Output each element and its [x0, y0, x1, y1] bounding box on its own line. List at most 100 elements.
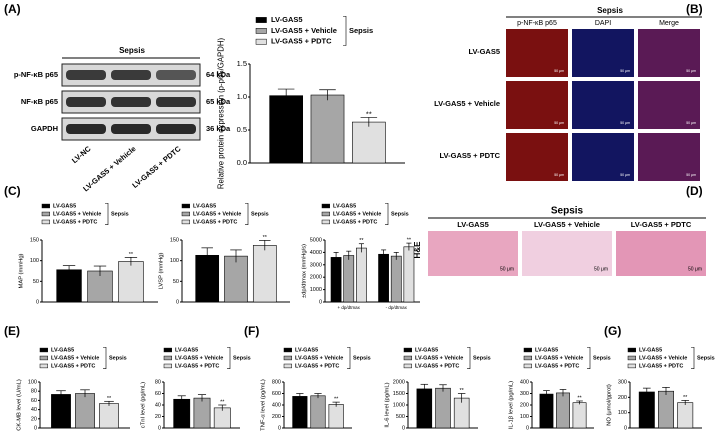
y-tick-label: 0.5	[237, 125, 247, 134]
significance: **	[220, 399, 225, 405]
significance: **	[407, 238, 412, 244]
legend-label: LV-GAS5 + Vehicle	[333, 211, 381, 217]
error-bar	[381, 249, 387, 259]
legend-swatch	[321, 219, 330, 225]
bar	[330, 257, 342, 303]
if-row: LV-GAS5	[468, 47, 500, 56]
y-tick-label: 3000	[310, 262, 322, 268]
bar	[99, 403, 119, 429]
y-tick-label: 0	[526, 425, 529, 431]
legend-label: LV-GAS5 + PDTC	[53, 219, 97, 225]
blot-group: Sepsis	[119, 46, 145, 55]
legend-bracket	[347, 346, 351, 369]
if-image	[572, 29, 634, 77]
y-tick-label: 800	[272, 379, 281, 385]
legend-swatch	[181, 203, 190, 209]
legend-swatch	[39, 347, 48, 353]
scale-label: 50 μm	[554, 69, 564, 73]
scale-label: 50 μm	[554, 173, 564, 177]
legend-swatch	[255, 38, 267, 45]
y-axis-label: IL-6 level (pg/mL)	[385, 382, 391, 427]
legend-bracket	[343, 15, 347, 46]
y-tick-label: 300	[618, 379, 627, 385]
significance: **	[460, 388, 465, 394]
y-tick-label: 100	[618, 410, 627, 416]
legend-label: LV-GAS5	[295, 347, 318, 353]
error-bar	[104, 400, 114, 406]
y-tick-label: 0	[402, 425, 405, 431]
blot-band	[66, 70, 106, 80]
legend-label: LV-GAS5 + Vehicle	[295, 355, 343, 361]
y-tick-label: 1000	[310, 287, 322, 293]
y-tick-label: 150	[30, 237, 39, 243]
legend-label: LV-GAS5 + PDTC	[639, 363, 683, 369]
y-tick-label: 0	[319, 299, 322, 305]
y-tick-label: 2000	[393, 379, 405, 385]
legend-swatch	[41, 203, 50, 209]
if-image	[506, 133, 568, 181]
error-bar	[93, 265, 107, 276]
y-tick-label: 0	[158, 425, 161, 431]
legend-group: Sepsis	[349, 26, 373, 35]
y-axis-label: ±dp/dtmax (mmHg/s)	[302, 244, 308, 298]
legend-label: LV-GAS5	[53, 203, 76, 209]
bar	[403, 246, 415, 303]
legend-swatch	[321, 211, 330, 217]
significance: **	[366, 109, 372, 118]
if-row: LV-GAS5 + Vehicle	[434, 99, 500, 108]
legend-swatch	[39, 363, 48, 369]
y-axis-label: Relative protein expression (p-p65/GAPDH…	[217, 37, 226, 189]
scale-label: 50 μm	[686, 121, 696, 125]
if-image	[506, 29, 568, 77]
significance: **	[683, 395, 688, 401]
y-axis-label: IL-1β level (pg/mL)	[509, 381, 515, 430]
he-column: LV-GAS5	[457, 220, 489, 229]
if-image	[638, 133, 700, 181]
bar	[572, 402, 587, 429]
y-tick-label: 200	[272, 414, 281, 420]
bar	[356, 247, 367, 303]
y-tick-label: 100	[30, 258, 39, 264]
x-tick-label: + dp/dtmax	[338, 305, 361, 310]
bar	[224, 255, 248, 303]
if-image	[572, 133, 634, 181]
blot-row-label: p-NF-κB p65	[14, 70, 58, 79]
legend-swatch	[181, 219, 190, 225]
panel-label: (B)	[686, 2, 703, 16]
legend-group: Sepsis	[391, 211, 409, 217]
legend-swatch	[283, 363, 292, 369]
legend-bracket	[467, 346, 471, 369]
legend-swatch	[627, 347, 636, 353]
panel-label: (D)	[686, 184, 703, 198]
y-tick-label: 50	[33, 279, 39, 285]
bar	[378, 253, 389, 303]
legend-swatch	[627, 355, 636, 361]
y-tick-label: 0	[278, 425, 281, 431]
blot-band	[111, 97, 151, 107]
scale-label: 50 μm	[594, 266, 608, 272]
significance: **	[577, 395, 582, 401]
y-tick-label: 400	[520, 379, 529, 385]
if-column: DAPI	[595, 20, 611, 27]
error-bar	[259, 240, 271, 251]
legend-swatch	[283, 355, 292, 361]
legend-label: LV-GAS5 + Vehicle	[51, 355, 99, 361]
blot-band	[156, 70, 196, 80]
significance: **	[359, 238, 364, 244]
panel-label: (F)	[244, 324, 259, 338]
he-image	[616, 231, 706, 276]
legend-label: LV-GAS5 + Vehicle	[415, 355, 463, 361]
y-axis-label: cTnI level (pg/mL)	[141, 382, 147, 428]
significance: **	[334, 397, 339, 403]
bar	[351, 121, 386, 164]
legend-bracket	[103, 346, 107, 369]
y-axis-label: LVSP (mmHg)	[159, 253, 165, 290]
bar	[416, 388, 433, 429]
error-bar	[230, 249, 242, 263]
error-bar	[296, 393, 304, 400]
legend-swatch	[41, 219, 50, 225]
legend-label: LV-GAS5	[51, 347, 74, 353]
he-image	[522, 231, 612, 276]
